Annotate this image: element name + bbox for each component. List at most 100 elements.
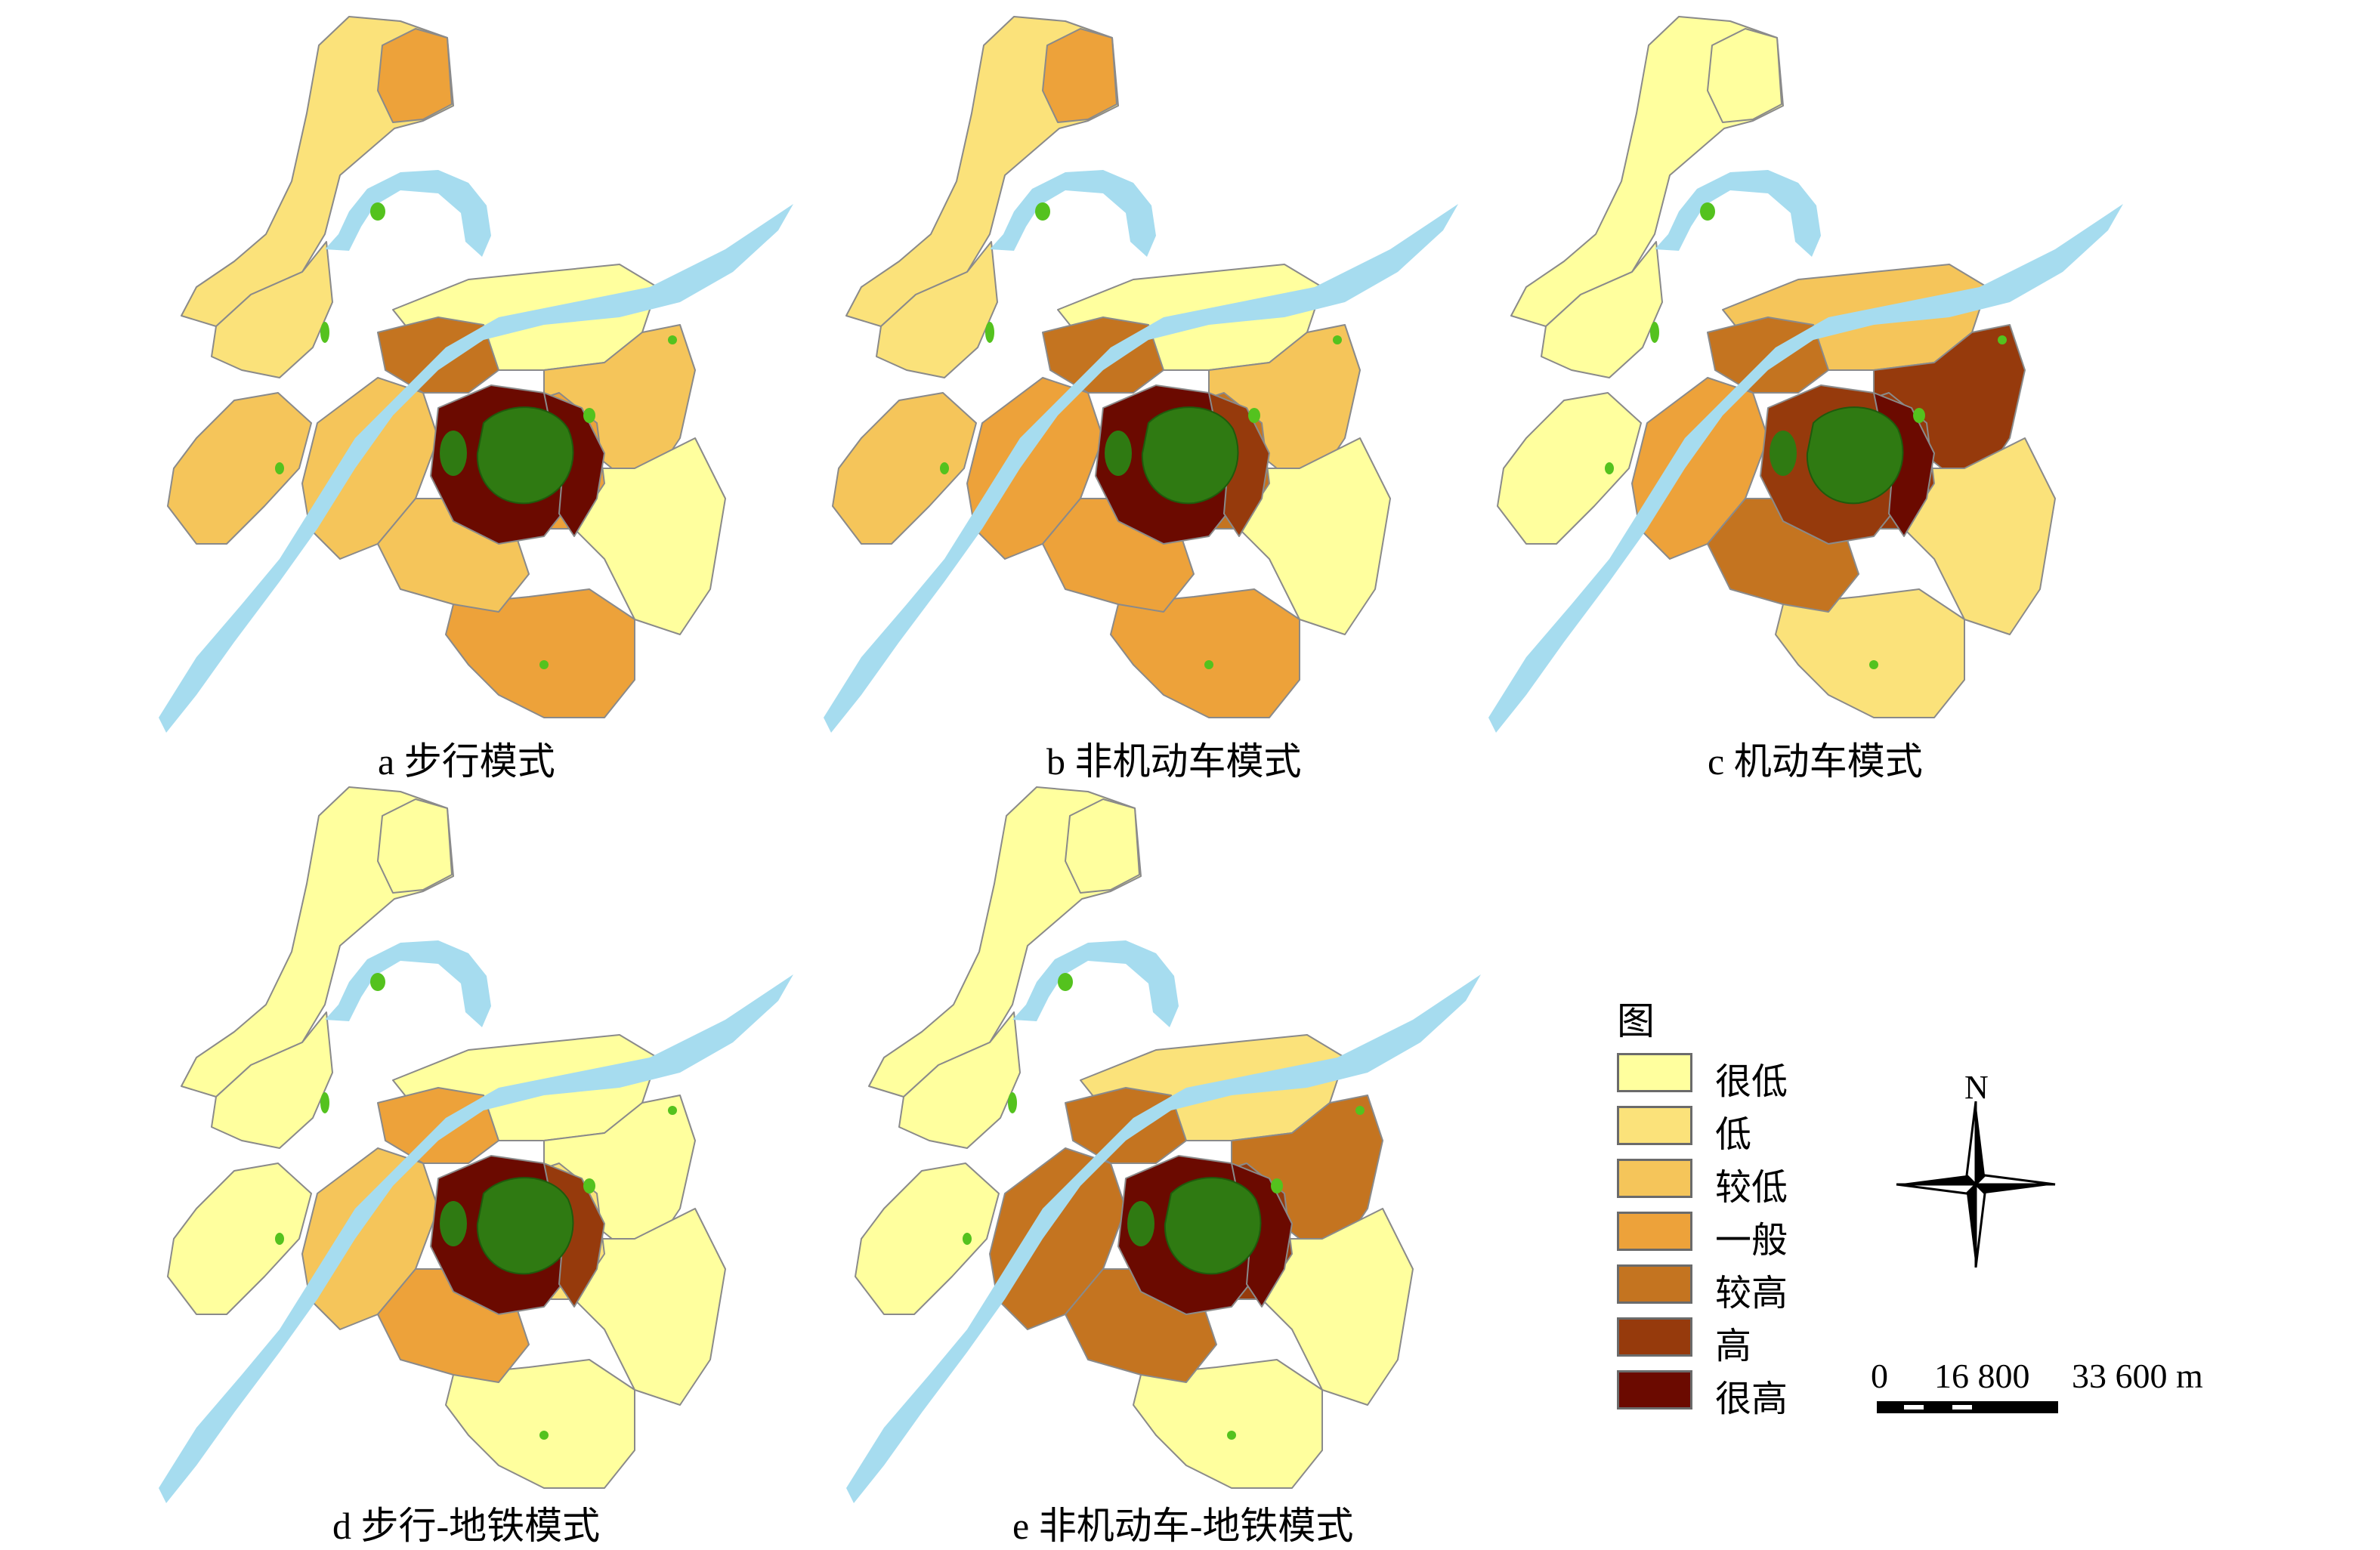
greenspace-patch (320, 1092, 329, 1113)
zone-south (1133, 1359, 1323, 1489)
greenspace-patch (440, 1201, 467, 1246)
greenspace-patch (1204, 660, 1213, 669)
river-branch (1012, 940, 1179, 1027)
greenspace-patch (275, 1233, 284, 1245)
greenspace-patch (440, 431, 467, 476)
zone-south (1775, 588, 1965, 718)
greenspace-patch (370, 202, 385, 221)
compass-icon (1896, 1101, 2056, 1268)
panel-caption: c 机动车模式 (1708, 740, 1923, 783)
greenspace-patch (1008, 1092, 1017, 1113)
legend-swatch (1617, 1106, 1692, 1145)
legend-item-very-high: 很高 (1617, 1370, 1859, 1420)
legend-label: 很低 (1715, 1061, 1788, 1103)
zone-northtip (377, 798, 453, 894)
greenspace-patch (539, 1431, 549, 1440)
river-yangtze (824, 204, 1458, 733)
greenspace-patch (940, 462, 949, 474)
park-zijinshan (476, 406, 574, 505)
legend-label: 高 (1715, 1325, 1752, 1367)
zone-west (167, 392, 312, 545)
legend-swatch (1617, 1212, 1692, 1251)
zone-west (855, 1162, 1000, 1315)
greenspace-patch (1271, 1178, 1283, 1193)
park-zijinshan (1164, 1177, 1262, 1275)
panel-caption: a 步行模式 (378, 740, 555, 783)
zone-west (832, 392, 977, 545)
map-panel-c: c 机动车模式 (1481, 15, 2161, 783)
greenspace-patch (1058, 973, 1073, 991)
zone-northtip (1042, 28, 1117, 123)
river-yangtze (159, 204, 793, 733)
greenspace-patch (1127, 1201, 1154, 1246)
legend-label: 较低 (1715, 1166, 1788, 1209)
greenspace-patch (1869, 660, 1878, 669)
park-zijinshan (476, 1177, 574, 1275)
scale-label-end: 33 600 m (2072, 1357, 2203, 1395)
zone-northtip (1065, 798, 1140, 894)
zone-west (1497, 392, 1642, 545)
zone-northtip (1707, 28, 1782, 123)
zone-south (1110, 588, 1300, 718)
greenspace-patch (1998, 335, 2007, 344)
legend-swatch (1617, 1159, 1692, 1198)
greenspace-patch (1650, 322, 1659, 343)
greenspace-patch (1227, 1431, 1236, 1440)
scale-label-0: 0 (1871, 1357, 1888, 1395)
map-panel-e: e 非机动车-地铁模式 (839, 786, 1519, 1547)
park-zijinshan (1141, 406, 1239, 505)
map-c (1488, 16, 2123, 733)
greenspace-patch (583, 1178, 595, 1193)
scale-bar-graphic (1877, 1401, 2058, 1413)
river-yangtze (1488, 204, 2123, 733)
greenspace-patch (963, 1233, 972, 1245)
greenspace-patch (1700, 202, 1715, 221)
zone-southeast (573, 1208, 726, 1406)
legend-item-medium: 一般 (1617, 1212, 1859, 1261)
map-panel-d: d 步行-地铁模式 (151, 786, 831, 1547)
greenspace-patch (583, 408, 595, 423)
legend-swatch (1617, 1053, 1692, 1092)
greenspace-patch (1333, 335, 1342, 344)
greenspace-patch (275, 462, 284, 474)
river-yangtze (159, 974, 793, 1503)
legend-label: 低 (1715, 1113, 1752, 1156)
greenspace-patch (1770, 431, 1797, 476)
greenspace-patch (1035, 202, 1050, 221)
north-arrow: N (1889, 1069, 2063, 1269)
zone-south (445, 588, 635, 718)
map-panel-a: a 步行模式 (151, 15, 831, 783)
greenspace-patch (1913, 408, 1925, 423)
zone-southeast (1238, 437, 1391, 635)
river-branch (325, 940, 491, 1027)
legend-item-lower: 较低 (1617, 1159, 1859, 1209)
greenspace-patch (1355, 1106, 1365, 1115)
zone-southeast (573, 437, 726, 635)
legend-item-high: 高 (1617, 1317, 1859, 1367)
zone-south (445, 1359, 635, 1489)
map-e (846, 786, 1481, 1503)
legend-item-low: 低 (1617, 1106, 1859, 1156)
greenspace-patch (668, 335, 677, 344)
map-panel-b: b 非机动车模式 (816, 15, 1496, 783)
zone-southeast (1261, 1208, 1414, 1406)
greenspace-patch (370, 973, 385, 991)
legend-label: 较高 (1715, 1272, 1788, 1314)
zone-northtip (377, 28, 453, 123)
greenspace-patch (320, 322, 329, 343)
park-zijinshan (1806, 406, 1904, 505)
panel-caption: b 非机动车模式 (1046, 740, 1302, 783)
legend-label: 一般 (1715, 1219, 1788, 1261)
legend-swatch (1617, 1264, 1692, 1304)
greenspace-patch (539, 660, 549, 669)
river-branch (990, 170, 1156, 257)
greenspace-patch (1605, 462, 1614, 474)
zone-west (167, 1162, 312, 1315)
legend-label: 很高 (1715, 1378, 1788, 1420)
river-branch (1655, 170, 1821, 257)
greenspace-patch (1248, 408, 1260, 423)
map-b (824, 16, 1458, 733)
panel-caption: d 步行-地铁模式 (332, 1505, 601, 1547)
map-d (159, 786, 793, 1503)
greenspace-patch (985, 322, 994, 343)
